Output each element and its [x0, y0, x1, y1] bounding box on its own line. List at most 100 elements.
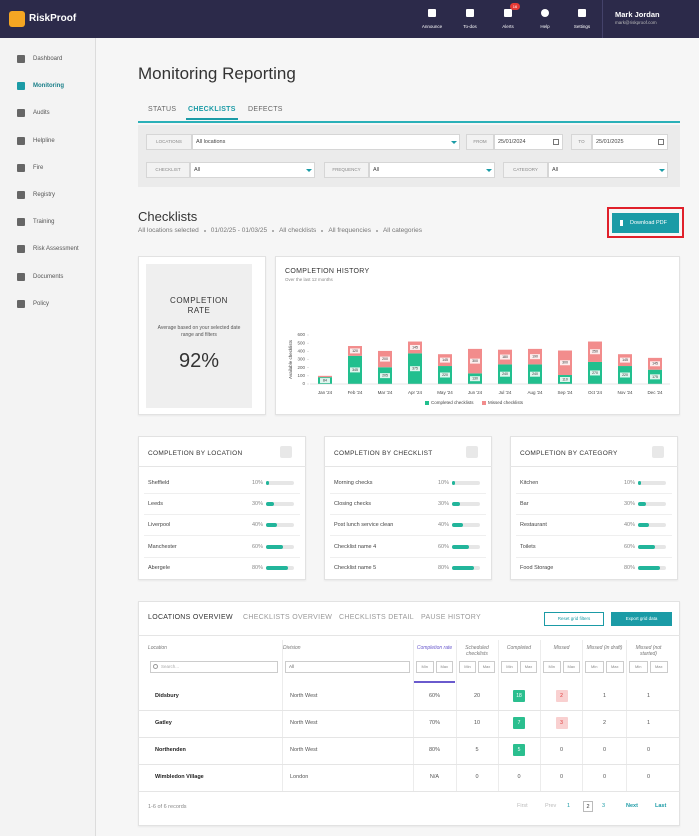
sidebar-item[interactable]: Training [33, 219, 55, 226]
row-divider [144, 514, 300, 516]
column-header[interactable]: Missed (not started) [635, 645, 662, 657]
sidebar-icon[interactable] [17, 163, 25, 172]
sidebar-icon[interactable] [17, 82, 25, 91]
min-input[interactable]: Min [501, 661, 518, 673]
progress-bar [266, 481, 269, 485]
nav-label[interactable]: Announce [421, 24, 443, 29]
export-button[interactable]: Export grid data [611, 612, 672, 626]
sidebar-item[interactable]: Policy [33, 300, 50, 307]
progress-bar [638, 502, 647, 507]
sidebar-icon[interactable] [17, 299, 25, 308]
nav-label[interactable]: Alerts [502, 24, 514, 29]
nav-badge: 16 [510, 3, 520, 10]
sidebar-icon[interactable] [17, 55, 25, 63]
reset-button[interactable]: Reset grid filters [544, 612, 604, 626]
progress-bar [452, 523, 464, 528]
nav-icon[interactable] [541, 9, 549, 17]
sidebar-icon[interactable] [17, 245, 25, 254]
column-header[interactable]: Missed (in draft) [586, 645, 623, 651]
completed-badge: 7 [513, 717, 525, 729]
row-value-label: 10% [437, 480, 449, 486]
page-link[interactable]: Last [655, 803, 667, 809]
sidebar-icon[interactable] [17, 191, 25, 199]
sidebar-item[interactable]: Dashboard [33, 56, 63, 62]
table-cell: 80% [428, 747, 440, 753]
table-tab[interactable]: PAUSE HISTORY [421, 614, 481, 621]
min-input[interactable]: Min [629, 661, 648, 673]
row-divider [330, 514, 486, 516]
column-header[interactable]: Location [148, 645, 167, 651]
sidebar-item[interactable]: Risk Assessment [33, 246, 79, 253]
sort-button[interactable] [466, 446, 478, 458]
filter-input[interactable]: All [369, 162, 495, 178]
sidebar-item[interactable]: Registry [33, 192, 56, 198]
user-name[interactable]: Mark Jordan [615, 10, 660, 19]
max-input[interactable]: Max [520, 661, 537, 673]
table-cell: Didsbury [155, 693, 179, 699]
max-input[interactable]: Max [605, 661, 624, 673]
value-label-box [470, 376, 480, 382]
tab[interactable]: CHECKLISTS [188, 106, 236, 113]
page-link[interactable]: Prev [545, 803, 557, 809]
sidebar-item[interactable]: Helpline [33, 137, 55, 144]
sidebar-icon[interactable] [17, 109, 25, 118]
sidebar-icon[interactable] [17, 218, 25, 227]
legend-swatch [482, 401, 486, 405]
sort-button[interactable] [280, 446, 292, 458]
sidebar-item[interactable]: Documents [33, 273, 64, 280]
min-input[interactable]: Min [416, 661, 434, 673]
page-link[interactable]: 1 [567, 803, 571, 809]
filter-label: FROM [466, 134, 494, 150]
filter-input[interactable]: All [548, 162, 668, 178]
nav-icon[interactable] [578, 9, 586, 17]
column-header[interactable]: Completed [506, 645, 532, 651]
max-input[interactable]: Max [562, 661, 580, 673]
tab[interactable]: STATUS [148, 106, 177, 113]
column-header[interactable]: Scheduled checklists [465, 645, 489, 657]
filter-input[interactable]: All [190, 162, 315, 178]
sidebar-item[interactable]: Monitoring [33, 83, 64, 90]
column-header[interactable]: Completion rate [416, 645, 453, 651]
card-divider [138, 466, 306, 467]
nav-icon[interactable] [428, 9, 436, 17]
column-header[interactable]: Missed [553, 645, 570, 651]
column-header[interactable]: Division [283, 645, 301, 651]
filter-input[interactable]: All locations [192, 134, 460, 150]
filter-input[interactable]: 25/01/2025 [592, 134, 668, 150]
division-select[interactable]: All [285, 661, 410, 673]
sidebar-icon[interactable] [17, 272, 25, 281]
page-link[interactable]: 2 [583, 801, 593, 812]
nav-label[interactable]: Help [540, 24, 550, 29]
y-tick-label: 300 [297, 357, 305, 362]
nav-label[interactable]: To-dos [463, 24, 477, 29]
page-link[interactable]: First [517, 803, 528, 809]
y-tick-label: 100 [297, 373, 305, 378]
table-tab[interactable]: CHECKLISTS DETAIL [339, 614, 414, 621]
x-tick-label: Nov '24 [617, 390, 633, 395]
download-button[interactable]: Download PDF [612, 213, 679, 233]
search-input[interactable]: Search... [150, 661, 278, 673]
page-link[interactable]: Next [626, 803, 638, 809]
table-tab[interactable]: CHECKLISTS OVERVIEW [243, 614, 333, 621]
min-input[interactable]: Min [543, 661, 561, 673]
breakdown-title: COMPLETION BY CHECKLIST [334, 450, 433, 457]
tab[interactable]: DEFECTS [248, 106, 283, 113]
page-link[interactable]: 3 [602, 803, 606, 809]
table-tab[interactable]: LOCATIONS OVERVIEW [148, 614, 233, 621]
sidebar-item[interactable]: Audits [33, 110, 50, 117]
min-input[interactable]: Min [459, 661, 476, 673]
sort-button[interactable] [652, 446, 664, 458]
max-input[interactable]: Max [435, 661, 453, 673]
nav-icon[interactable] [504, 9, 512, 17]
download-icon [620, 220, 623, 226]
nav-label[interactable]: Settings [573, 24, 591, 29]
filter-input[interactable]: 25/01/2024 [494, 134, 563, 150]
max-input[interactable]: Max [649, 661, 668, 673]
breakdown-card [324, 436, 492, 580]
min-input[interactable]: Min [585, 661, 604, 673]
column-border [282, 640, 283, 791]
max-input[interactable]: Max [478, 661, 495, 673]
sidebar-item[interactable]: Fire [33, 164, 44, 171]
sidebar-icon[interactable] [17, 136, 25, 145]
nav-icon[interactable] [466, 9, 474, 17]
